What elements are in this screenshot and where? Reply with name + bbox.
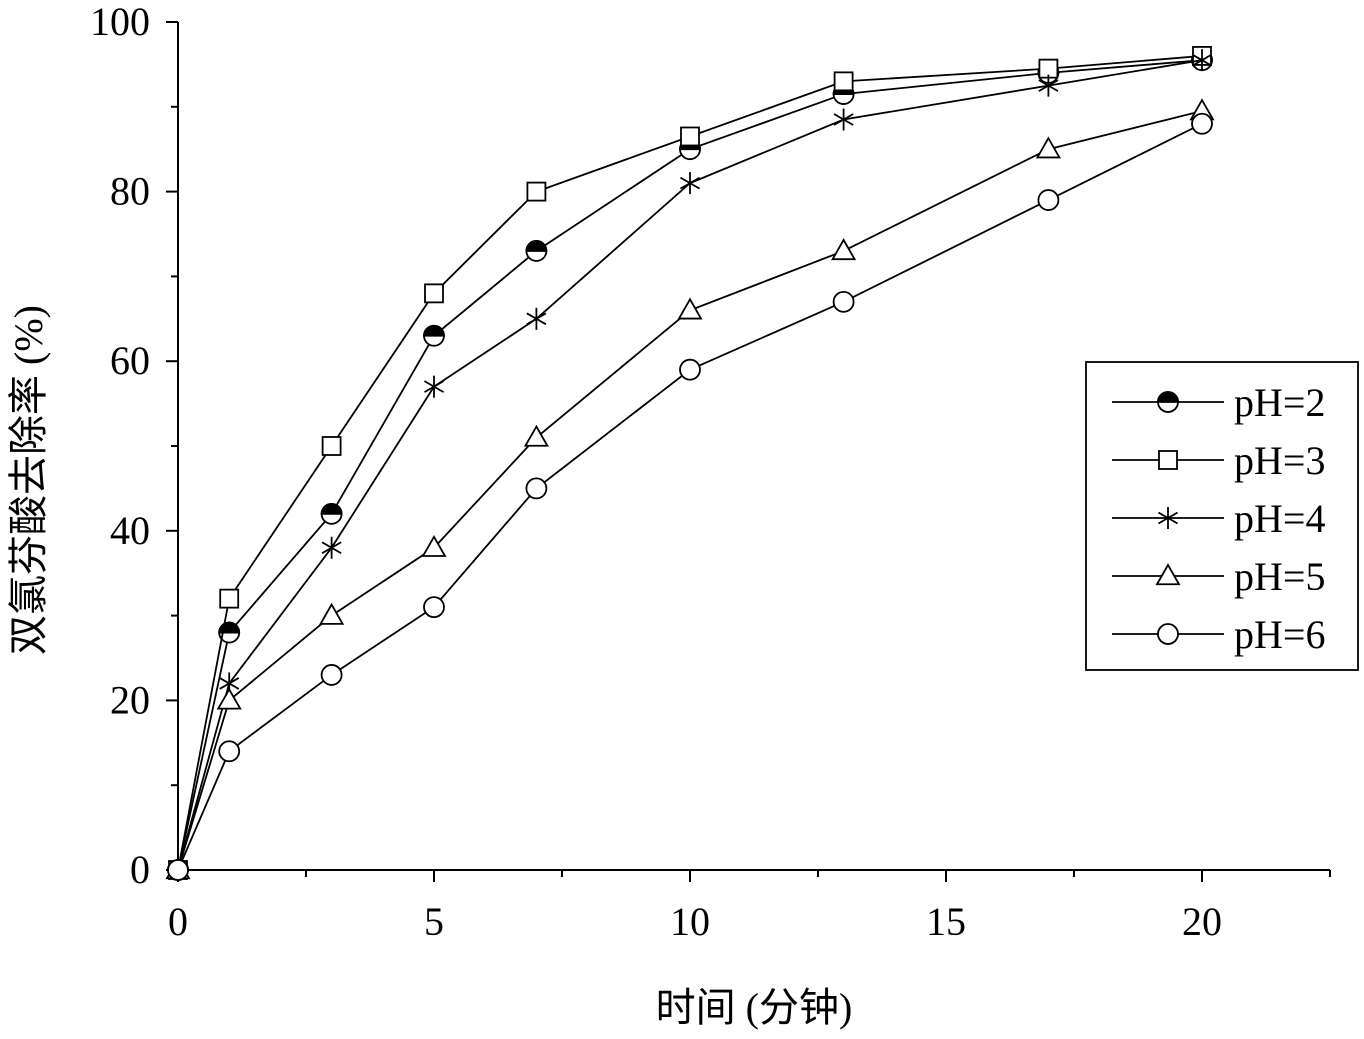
x-tick-label: 10 [670, 899, 710, 944]
legend-marker-ph-6 [1157, 623, 1179, 645]
data-point-ph-2 [320, 502, 343, 525]
data-point-ph-3 [526, 181, 547, 202]
legend-marker-ph-4-stroke [1157, 511, 1179, 525]
data-point-ph-6 [1037, 189, 1060, 211]
legend-label-ph-3: pH=3 [1234, 438, 1325, 483]
x-tick-label: 20 [1182, 899, 1222, 944]
legend-box [1085, 361, 1359, 671]
legend-marker-ph-4 [1157, 507, 1179, 529]
data-point-ph-4-stroke [423, 380, 445, 393]
data-point-ph-4-stroke [526, 312, 547, 326]
data-point-ph-4 [526, 307, 547, 330]
data-point-ph-2-fill [525, 240, 548, 252]
series-ph-6 [167, 112, 1213, 881]
legend-label-ph-4: pH=4 [1234, 496, 1325, 541]
data-point-ph-3 [321, 436, 342, 456]
data-point-ph-4-stroke [219, 677, 240, 690]
y-tick-label: 100 [90, 0, 150, 44]
y-tick-label: 60 [110, 338, 150, 383]
legend: pH=2 pH=3 pH=4 pH=5 pH=6 [1085, 361, 1359, 671]
data-point-ph-3 [680, 126, 700, 147]
data-point-ph-5 [216, 687, 242, 710]
y-axis-title: 双氯芬酸去除率 (%) [6, 305, 51, 655]
x-tick-label: 0 [168, 899, 188, 944]
data-point-ph-6 [423, 596, 445, 619]
y-tick-label: 20 [110, 677, 150, 722]
data-point-ph-4-stroke [1191, 53, 1213, 67]
y-tick-label: 0 [130, 847, 150, 892]
data-point-ph-5 [1035, 136, 1061, 159]
data-point-ph-4 [423, 375, 445, 398]
data-point-ph-2-fill [320, 502, 343, 515]
series-line-ph-5 [177, 110, 1203, 871]
series-ph-3 [168, 46, 1212, 880]
legend-entry-ph-3: pH=3 [1112, 438, 1325, 483]
data-point-ph-6 [1191, 112, 1213, 135]
data-point-ph-4-stroke [321, 541, 342, 555]
data-point-ph-3 [424, 283, 444, 304]
data-point-ph-4-stroke [679, 176, 701, 190]
data-point-ph-6 [218, 740, 241, 763]
data-point-ph-5 [319, 602, 345, 625]
data-point-ph-6 [832, 290, 855, 313]
legend-marker-ph-2-fill [1157, 391, 1179, 403]
data-point-ph-5 [523, 424, 549, 447]
data-point-ph-5 [677, 297, 703, 320]
data-point-ph-6 [167, 859, 189, 881]
series-line-ph-6 [177, 122, 1203, 871]
legend-label-ph-2: pH=2 [1234, 380, 1325, 425]
data-point-ph-5 [421, 534, 447, 557]
data-point-ph-2 [423, 324, 445, 347]
legend-entry-ph-4: pH=4 [1112, 496, 1325, 541]
data-point-ph-6 [320, 664, 343, 686]
data-point-ph-6 [679, 358, 701, 381]
legend-marker-ph-2 [1157, 391, 1179, 413]
data-point-ph-2 [525, 240, 548, 262]
y-tick-label: 40 [110, 508, 150, 553]
legend-label-ph-6: pH=6 [1234, 612, 1325, 657]
data-point-ph-4 [321, 536, 342, 559]
data-point-ph-2-fill [423, 324, 445, 337]
data-point-ph-4 [833, 108, 854, 131]
series-layer [165, 46, 1215, 881]
x-tick-label: 15 [926, 899, 966, 944]
legend-entry-ph-5: pH=5 [1112, 554, 1325, 599]
legend-entry-ph-2: pH=2 [1112, 380, 1325, 425]
x-tick-label: 5 [424, 899, 444, 944]
data-point-ph-5 [831, 238, 857, 261]
legend-marker-ph-3 [1158, 450, 1178, 470]
data-point-ph-4 [1038, 74, 1059, 97]
data-point-ph-3 [219, 588, 240, 609]
legend-entry-ph-6: pH=6 [1112, 612, 1325, 657]
x-axis-title: 时间 (分钟) [656, 985, 853, 1030]
data-point-ph-4 [679, 172, 701, 195]
data-point-ph-4 [1191, 49, 1213, 72]
legend-label-ph-5: pH=5 [1234, 554, 1325, 599]
data-point-ph-3 [833, 71, 854, 92]
legend-marker-ph-5 [1155, 563, 1181, 586]
data-point-ph-6 [525, 477, 548, 500]
y-tick-label: 80 [110, 169, 150, 214]
axes: 0 5 10 15 20 0 20 40 60 80 100 [90, 0, 1331, 944]
data-point-ph-4-stroke [1038, 79, 1059, 92]
series-ph-5 [165, 98, 1215, 880]
series-ph-4 [167, 49, 1213, 881]
data-point-ph-4-stroke [833, 113, 854, 126]
